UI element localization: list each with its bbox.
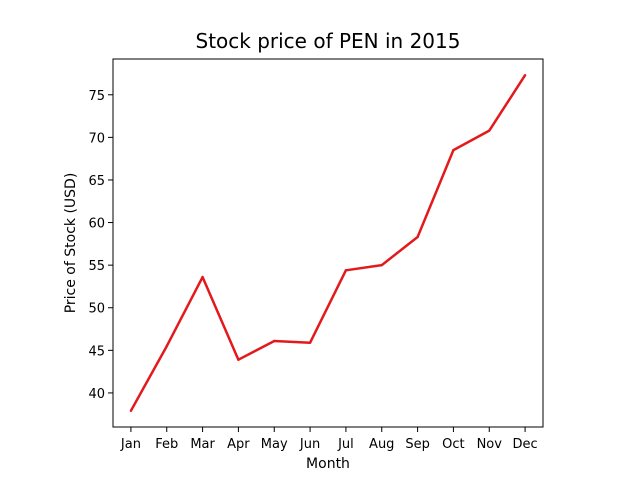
x-tick-label: Oct — [442, 437, 464, 452]
data-point — [488, 129, 491, 132]
series-group — [129, 73, 527, 413]
x-tick-label: Dec — [513, 437, 538, 452]
y-tick-label: 60 — [88, 217, 105, 232]
data-point — [308, 341, 312, 344]
x-tick-label: Apr — [227, 437, 250, 452]
y-tick-label: 65 — [88, 174, 105, 189]
x-axis: Jan Feb Mar Apr May Jun Jul Aug Sep Oct Nov Dec — [120, 427, 538, 452]
x-tick-label: Feb — [155, 437, 178, 452]
y-tick-label: 75 — [88, 89, 105, 104]
data-point — [452, 148, 455, 152]
data-point — [344, 269, 348, 272]
data-point — [201, 275, 204, 279]
x-tick-label: Mar — [190, 437, 215, 452]
x-tick-label: Sep — [405, 437, 430, 452]
data-point — [273, 339, 276, 343]
data-point — [129, 409, 133, 413]
y-tick-label: 55 — [88, 259, 105, 274]
y-tick-label: 50 — [88, 302, 105, 317]
y-tick-label: 45 — [88, 344, 105, 359]
data-point — [380, 263, 383, 267]
x-tick-label: Aug — [369, 437, 394, 452]
y-tick-label: 70 — [88, 131, 105, 146]
series-line — [129, 74, 527, 412]
chart-title: Stock price of PEN in 2015 — [196, 29, 461, 53]
x-tick-label: Jan — [120, 437, 141, 452]
data-point — [165, 344, 168, 348]
y-axis: 40 45 50 55 60 65 70 75 — [88, 89, 113, 402]
data-point — [523, 73, 527, 77]
plot-area — [112, 58, 544, 428]
y-axis-label: Price of Stock (USD) — [63, 173, 79, 314]
x-axis-label: Month — [306, 456, 350, 472]
x-tick-label: Jun — [299, 437, 320, 452]
x-tick-label: Nov — [477, 437, 503, 452]
y-tick-label: 40 — [88, 387, 105, 402]
data-point — [237, 358, 240, 361]
x-tick-label: Jul — [337, 437, 354, 452]
x-tick-label: May — [261, 437, 288, 452]
data-point — [416, 235, 419, 239]
plot-frame — [112, 58, 544, 428]
